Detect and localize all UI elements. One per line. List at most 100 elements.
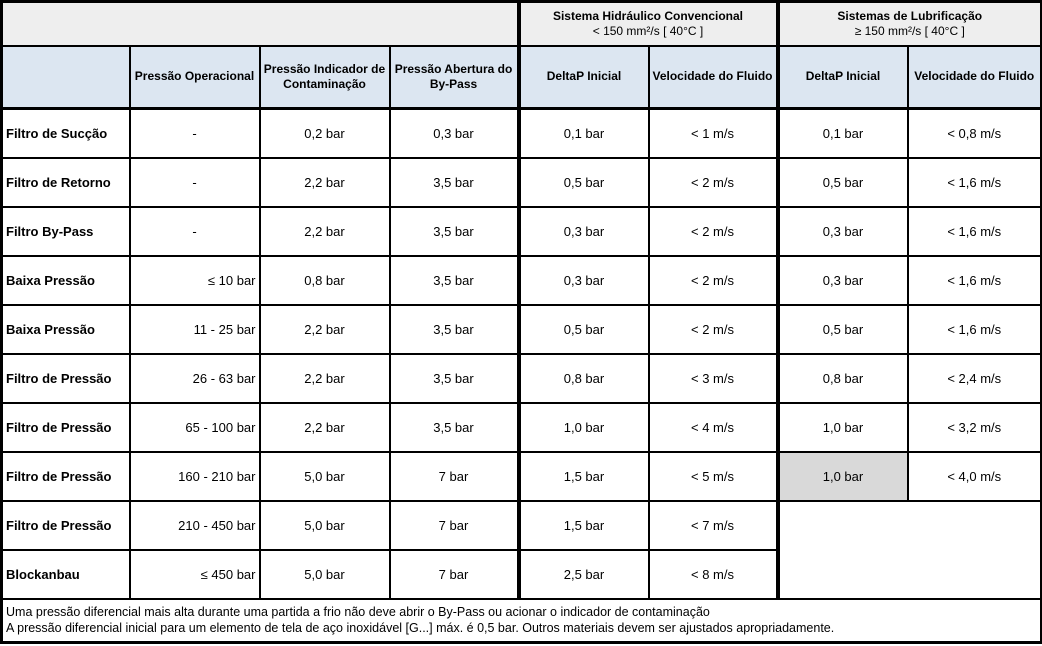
column-header-pressao-operacional: Pressão Operacional xyxy=(128,44,261,110)
table-row: Filtro de Pressão 26 - 63 bar 2,2 bar 3,5 b… xyxy=(0,352,1042,404)
footnotes: Uma pressão diferencial mais alta durant… xyxy=(0,597,1042,644)
group-header-conventional: Sistema Hidráulico Convencional < 150 mm… xyxy=(516,0,779,47)
table-row: Filtro de Pressão 160 - 210 bar 5,0 bar 7 b… xyxy=(0,450,1042,502)
cell-pressao-operacional: - xyxy=(128,156,261,208)
cell-conv-velocidade: < 3 m/s xyxy=(647,352,779,404)
cell-lub-deltap: 0,5 bar xyxy=(775,303,909,355)
column-header-conv-velocidade: Velocidade do Fluido xyxy=(647,44,779,110)
cell-conv-deltap: 0,3 bar xyxy=(516,205,650,257)
cell-lub-velocidade: < 2,4 m/s xyxy=(906,352,1042,404)
cell-conv-velocidade: < 1 m/s xyxy=(647,107,779,159)
column-header-lub-deltap: DeltaP Inicial xyxy=(775,44,909,110)
table-row: Baixa Pressão 11 - 25 bar 2,2 bar 3,5 bar 0,… xyxy=(0,303,1042,355)
cell-pressao-operacional: 26 - 63 bar xyxy=(128,352,261,404)
column-header-lub-velocidade: Velocidade do Fluido xyxy=(906,44,1042,110)
table-row: Baixa Pressão ≤ 10 bar 0,8 bar 3,5 bar 0,3 b… xyxy=(0,254,1042,306)
row-label: Filtro de Retorno xyxy=(0,156,131,208)
merged-empty-cell xyxy=(775,499,1042,600)
cell-conv-velocidade: < 5 m/s xyxy=(647,450,779,502)
cell-conv-deltap: 1,5 bar xyxy=(516,450,650,502)
table-row: Blockanbau ≤ 450 bar 5,0 bar 7 bar 2,5 bar < … xyxy=(0,548,1042,600)
cell-lub-velocidade: < 4,0 m/s xyxy=(906,450,1042,502)
group-title-conventional: Sistema Hidráulico Convencional xyxy=(552,8,744,23)
cell-conv-deltap: 0,5 bar xyxy=(516,156,650,208)
row-label: Baixa Pressão xyxy=(0,303,131,355)
group-header-row: Sistema Hidráulico Convencional < 150 mm… xyxy=(0,0,1042,47)
group-header-lubrication: Sistemas de Lubrificação ≥ 150 mm²/s [ 4… xyxy=(775,0,1042,47)
row-label: Filtro de Sucção xyxy=(0,107,131,159)
row-label: Blockanbau xyxy=(0,548,131,600)
row-label: Filtro By-Pass xyxy=(0,205,131,257)
cell-lub-deltap: 0,5 bar xyxy=(775,156,909,208)
cell-pressao-operacional: 65 - 100 bar xyxy=(128,401,261,453)
row-label: Baixa Pressão xyxy=(0,254,131,306)
row-label: Filtro de Pressão xyxy=(0,499,131,551)
cell-lub-velocidade: < 1,6 m/s xyxy=(906,254,1042,306)
cell-lub-deltap: 0,1 bar xyxy=(775,107,909,159)
cell-conv-velocidade: < 2 m/s xyxy=(647,156,779,208)
cell-pressao-operacional: - xyxy=(128,107,261,159)
cell-conv-velocidade: < 2 m/s xyxy=(647,303,779,355)
cell-indicador-contaminacao: 2,2 bar xyxy=(258,156,391,208)
footnote-line-1: Uma pressão diferencial mais alta durant… xyxy=(6,605,710,620)
cell-abertura-bypass: 3,5 bar xyxy=(388,156,520,208)
cell-abertura-bypass: 3,5 bar xyxy=(388,303,520,355)
row-label: Filtro de Pressão xyxy=(0,401,131,453)
cell-abertura-bypass: 3,5 bar xyxy=(388,205,520,257)
row-label: Filtro de Pressão xyxy=(0,450,131,502)
cell-lub-deltap: 0,8 bar xyxy=(775,352,909,404)
table-row: Filtro de Retorno -2,2 bar 3,5 bar 0,5 bar <… xyxy=(0,156,1042,208)
cell-pressao-operacional: 210 - 450 bar xyxy=(128,499,261,551)
cell-indicador-contaminacao: 0,8 bar xyxy=(258,254,391,306)
cell-lub-deltap: 0,3 bar xyxy=(775,254,909,306)
cell-lub-velocidade: < 1,6 m/s xyxy=(906,303,1042,355)
cell-abertura-bypass: 0,3 bar xyxy=(388,107,520,159)
cell-pressao-operacional: ≤ 10 bar xyxy=(128,254,261,306)
table-body: Filtro de Sucção -0,2 bar 0,3 bar 0,1 bar < … xyxy=(0,107,1042,600)
cell-indicador-contaminacao: 5,0 bar xyxy=(258,548,391,600)
cell-lub-deltap: 1,0 bar xyxy=(775,450,909,502)
cell-lub-velocidade: < 0,8 m/s xyxy=(906,107,1042,159)
cell-lub-deltap: 0,3 bar xyxy=(775,205,909,257)
table-row: Filtro By-Pass -2,2 bar 3,5 bar 0,3 bar < 2 … xyxy=(0,205,1042,257)
cell-conv-deltap: 0,3 bar xyxy=(516,254,650,306)
header-spacer xyxy=(0,0,520,47)
cell-indicador-contaminacao: 2,2 bar xyxy=(258,352,391,404)
cell-conv-deltap: 0,5 bar xyxy=(516,303,650,355)
cell-pressao-operacional: 160 - 210 bar xyxy=(128,450,261,502)
column-header-blank xyxy=(0,44,131,110)
cell-conv-velocidade: < 7 m/s xyxy=(647,499,779,551)
cell-lub-deltap: 1,0 bar xyxy=(775,401,909,453)
cell-conv-deltap: 1,0 bar xyxy=(516,401,650,453)
cell-indicador-contaminacao: 5,0 bar xyxy=(258,450,391,502)
cell-pressao-operacional: - xyxy=(128,205,261,257)
cell-conv-deltap: 2,5 bar xyxy=(516,548,650,600)
table-row: Filtro de Pressão 210 - 450 bar 5,0 bar 7 b… xyxy=(0,499,1042,600)
cell-pressao-operacional: ≤ 450 bar xyxy=(128,548,261,600)
cell-conv-velocidade: < 8 m/s xyxy=(647,548,779,600)
table-row: Filtro de Pressão 65 - 100 bar 2,2 bar 3,5 … xyxy=(0,401,1042,453)
column-header-abertura-bypass: Pressão Abertura do By-Pass xyxy=(388,44,520,110)
cell-lub-velocidade: < 3,2 m/s xyxy=(906,401,1042,453)
cell-conv-velocidade: < 2 m/s xyxy=(647,205,779,257)
row-label: Filtro de Pressão xyxy=(0,352,131,404)
cell-pressao-operacional: 11 - 25 bar xyxy=(128,303,261,355)
cell-lub-velocidade: < 1,6 m/s xyxy=(906,156,1042,208)
cell-indicador-contaminacao: 2,2 bar xyxy=(258,303,391,355)
cell-indicador-contaminacao: 2,2 bar xyxy=(258,401,391,453)
cell-abertura-bypass: 3,5 bar xyxy=(388,352,520,404)
column-header-row: Pressão Operacional Pressão Indicador de… xyxy=(0,44,1042,110)
cell-indicador-contaminacao: 0,2 bar xyxy=(258,107,391,159)
cell-conv-velocidade: < 2 m/s xyxy=(647,254,779,306)
cell-indicador-contaminacao: 2,2 bar xyxy=(258,205,391,257)
cell-abertura-bypass: 7 bar xyxy=(388,499,520,551)
cell-conv-deltap: 1,5 bar xyxy=(516,499,650,551)
footnote-line-2: A pressão diferencial inicial para um el… xyxy=(6,621,835,636)
cell-abertura-bypass: 3,5 bar xyxy=(388,401,520,453)
column-header-conv-deltap: DeltaP Inicial xyxy=(516,44,650,110)
cell-conv-deltap: 0,8 bar xyxy=(516,352,650,404)
footnote-row: Uma pressão diferencial mais alta durant… xyxy=(0,597,1042,644)
column-header-indicador-contaminacao: Pressão Indicador de Contaminação xyxy=(258,44,391,110)
